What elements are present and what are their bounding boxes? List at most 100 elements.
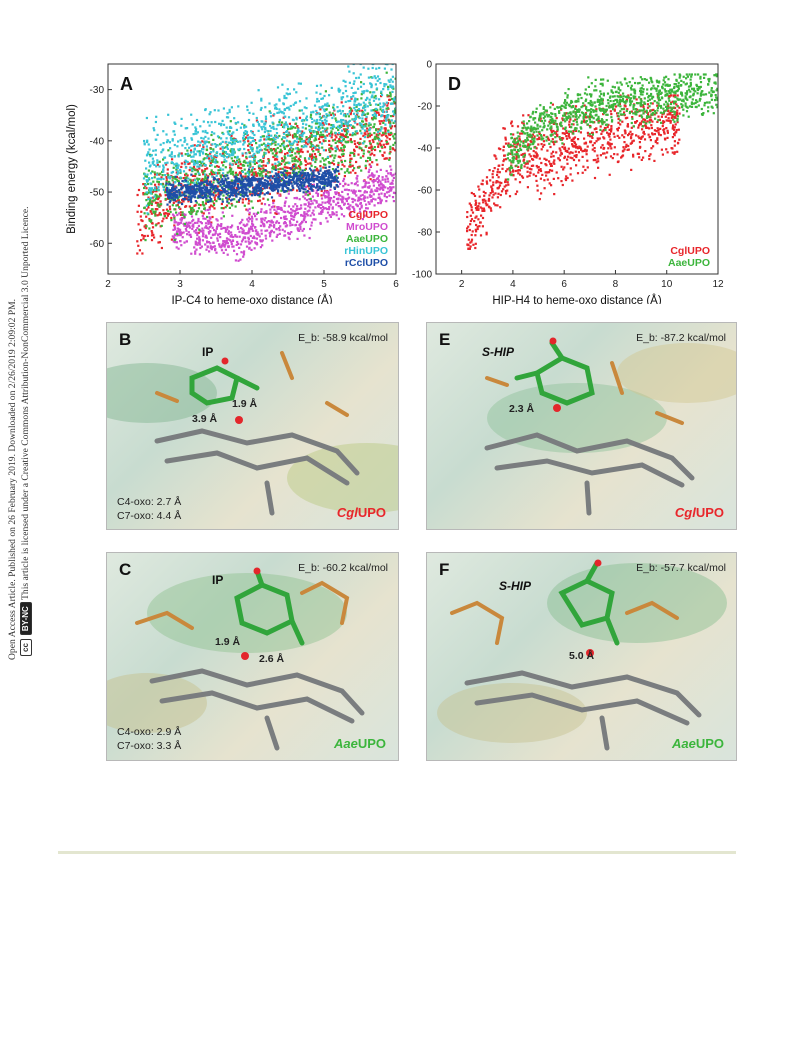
data-point <box>255 177 258 180</box>
data-point <box>231 137 234 140</box>
data-point <box>209 151 212 154</box>
data-point <box>258 174 261 177</box>
data-point <box>184 127 187 130</box>
data-point <box>392 186 395 189</box>
legend-entry: rCclUPO <box>345 257 388 269</box>
data-point <box>291 157 294 160</box>
data-point <box>384 157 388 160</box>
data-point <box>492 184 495 187</box>
data-point <box>366 160 369 163</box>
data-point <box>284 222 287 225</box>
data-point <box>293 158 296 161</box>
data-point <box>479 206 482 209</box>
data-point <box>282 102 285 105</box>
data-point <box>375 97 378 100</box>
data-point <box>646 106 650 109</box>
data-point <box>253 162 256 165</box>
data-point <box>285 172 288 175</box>
data-point <box>312 218 316 221</box>
data-point <box>306 172 309 175</box>
data-point <box>268 192 271 195</box>
data-point <box>273 216 276 219</box>
data-point <box>193 182 196 185</box>
data-point <box>368 129 371 132</box>
data-point <box>270 189 273 192</box>
data-point <box>179 211 182 214</box>
data-point <box>203 185 206 188</box>
data-point <box>370 199 373 202</box>
data-point <box>261 217 264 220</box>
data-point <box>196 227 199 230</box>
data-point <box>276 86 280 89</box>
data-point <box>483 198 486 201</box>
data-point <box>552 177 555 180</box>
data-point <box>285 166 288 169</box>
data-point <box>374 83 377 86</box>
data-point <box>242 229 245 232</box>
data-point <box>208 232 211 235</box>
data-point <box>212 148 215 151</box>
data-point <box>349 163 352 166</box>
data-point <box>175 221 178 224</box>
data-point <box>242 179 245 182</box>
data-point <box>242 236 245 239</box>
data-point <box>163 212 166 215</box>
data-point <box>595 161 598 164</box>
data-point <box>284 210 287 214</box>
data-point <box>146 234 149 237</box>
data-point <box>148 148 151 151</box>
data-point <box>278 134 281 138</box>
data-point <box>174 195 178 198</box>
data-point <box>209 242 212 245</box>
series-mroupo <box>171 165 396 262</box>
data-point <box>298 189 301 192</box>
data-point <box>349 113 352 116</box>
data-point <box>376 142 379 145</box>
data-point <box>248 136 252 139</box>
data-point <box>592 159 595 162</box>
data-point <box>319 167 322 170</box>
data-point <box>234 190 237 193</box>
data-point <box>167 174 170 177</box>
data-point <box>285 176 288 179</box>
data-point <box>281 171 284 174</box>
data-point <box>319 207 322 210</box>
data-point <box>251 168 254 171</box>
data-point <box>244 240 247 243</box>
data-point <box>136 240 139 243</box>
data-point <box>331 207 334 210</box>
data-point <box>383 151 386 154</box>
data-point <box>621 120 624 123</box>
cc-badge[interactable]: cc <box>20 639 32 656</box>
data-point <box>189 181 193 184</box>
data-point <box>332 114 335 117</box>
data-point <box>186 233 189 236</box>
data-point <box>226 186 229 189</box>
data-point <box>273 178 276 181</box>
by-nc-badge[interactable]: BY-NC <box>20 602 32 636</box>
data-point <box>187 154 190 157</box>
data-point <box>175 186 178 189</box>
data-point <box>216 180 219 183</box>
data-point <box>356 132 359 135</box>
data-point <box>221 243 224 246</box>
data-point <box>285 145 288 148</box>
data-point <box>190 209 193 212</box>
data-point <box>153 176 156 179</box>
data-point <box>273 226 276 229</box>
data-point <box>153 236 156 239</box>
data-point <box>374 117 377 120</box>
data-point <box>285 161 288 164</box>
data-point <box>311 172 314 175</box>
data-point <box>263 122 266 126</box>
data-point <box>261 192 264 195</box>
data-point <box>172 185 175 188</box>
data-point <box>247 144 250 147</box>
data-point <box>318 134 322 137</box>
data-point <box>248 213 251 216</box>
data-point <box>260 229 263 232</box>
data-point <box>260 165 263 168</box>
data-point <box>188 169 191 172</box>
data-point <box>275 151 278 154</box>
data-point <box>325 122 328 125</box>
